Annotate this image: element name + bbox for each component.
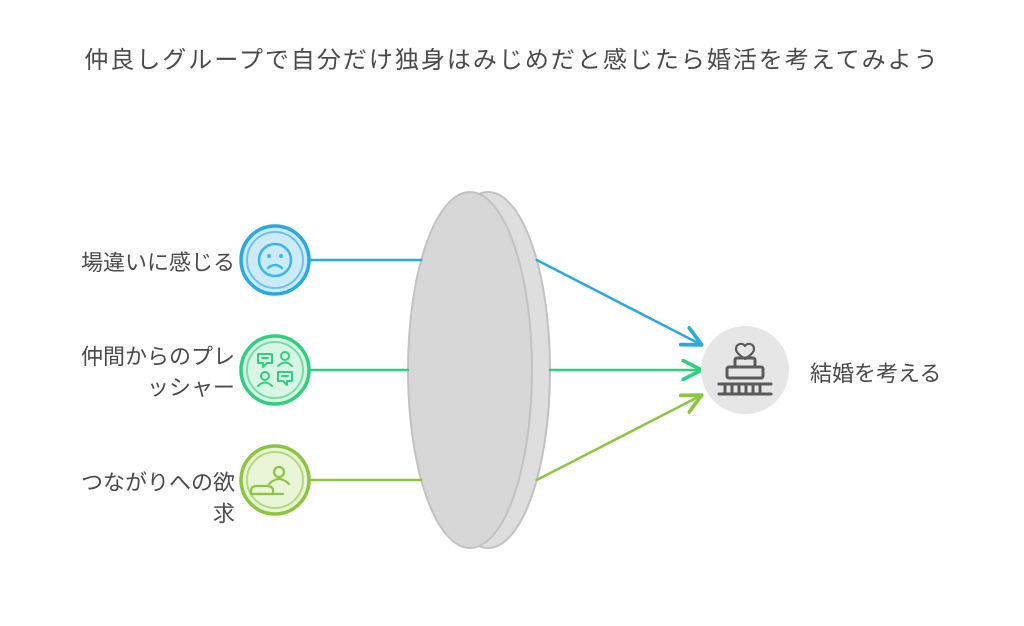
- input-icons: [241, 226, 309, 514]
- desire-connection-icon: [241, 446, 309, 514]
- desire-connection-label: つながりへの欲求: [60, 466, 235, 528]
- out-of-place-icon: [241, 226, 309, 294]
- out-of-place-label: 場違いに感じる: [60, 246, 235, 277]
- lens-shape: [408, 192, 550, 548]
- output-icon: [701, 326, 789, 414]
- peer-pressure-icon: [241, 336, 309, 404]
- diagram-canvas: [0, 0, 1024, 626]
- peer-pressure-label: 仲間からのプレッシャー: [60, 340, 235, 402]
- output-label: 結婚を考える: [810, 356, 941, 388]
